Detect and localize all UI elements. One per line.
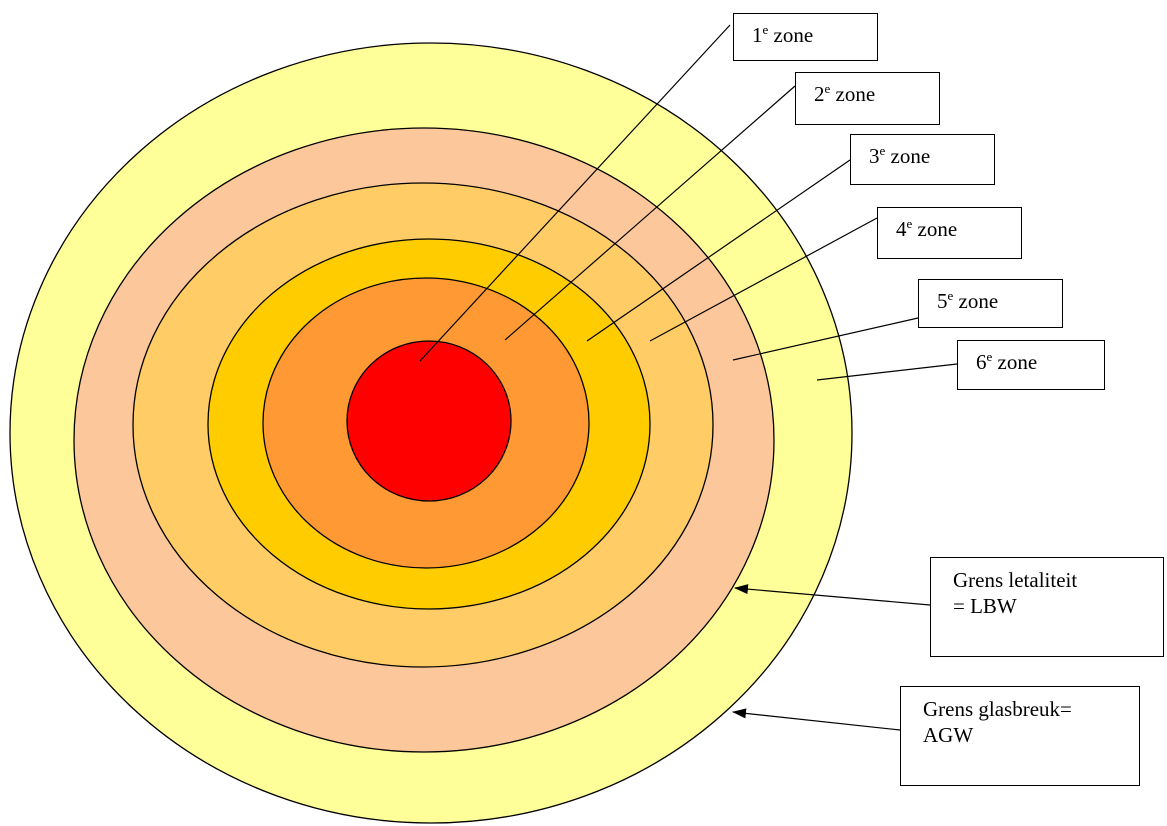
zone-3-label: 3e zone bbox=[850, 134, 995, 185]
zone-1-label: 1e zone bbox=[733, 13, 878, 61]
zone-4-label: 4e zone bbox=[877, 207, 1022, 259]
zone-2-word: zone bbox=[835, 82, 876, 106]
zone-1-leader bbox=[419, 24, 731, 362]
zone-1-number: 1 bbox=[752, 23, 763, 47]
zone-6-suffix: e bbox=[986, 349, 993, 364]
zone-2-number: 2 bbox=[814, 82, 825, 106]
zone-3-leader bbox=[586, 159, 851, 342]
zone-1-suffix: e bbox=[762, 22, 769, 37]
zone-6-word: zone bbox=[997, 350, 1038, 374]
zone-1-area bbox=[346, 340, 512, 502]
zone-5-word: zone bbox=[958, 289, 999, 313]
zone-2-label: 2e zone bbox=[795, 72, 940, 125]
lethality-boundary-line1: Grens letaliteit bbox=[953, 568, 1078, 592]
glass-breakage-boundary-arrow bbox=[732, 708, 901, 731]
zone-4-word: zone bbox=[917, 217, 958, 241]
zone-4-number: 4 bbox=[896, 217, 907, 241]
zone-6-label: 6e zone bbox=[957, 340, 1105, 390]
zone-1-word: zone bbox=[773, 23, 814, 47]
zone-5-number: 5 bbox=[937, 289, 948, 313]
glass-breakage-boundary-line2: AGW bbox=[923, 723, 974, 748]
zone-3-word: zone bbox=[890, 144, 931, 168]
lethality-boundary-line2: = LBW bbox=[953, 594, 1017, 619]
lethality-boundary-arrow bbox=[734, 584, 931, 606]
glass-breakage-boundary-line1: Grens glasbreuk= bbox=[923, 697, 1072, 721]
zone-5-suffix: e bbox=[947, 288, 954, 303]
zone-2-leader bbox=[504, 85, 796, 341]
zone-3-number: 3 bbox=[869, 144, 880, 168]
zone-5-label: 5e zone bbox=[918, 279, 1063, 328]
zone-4-suffix: e bbox=[906, 216, 913, 231]
zone-6-number: 6 bbox=[976, 350, 987, 374]
lethality-boundary-label: Grens letaliteit = LBW bbox=[930, 557, 1164, 657]
glass-breakage-boundary-label: Grens glasbreuk= AGW bbox=[900, 686, 1140, 786]
zone-3-suffix: e bbox=[879, 143, 886, 158]
zone-6-leader bbox=[816, 363, 958, 381]
zone-5-leader bbox=[732, 317, 919, 361]
zone-4-leader bbox=[649, 217, 878, 342]
zone-2-suffix: e bbox=[824, 81, 831, 96]
